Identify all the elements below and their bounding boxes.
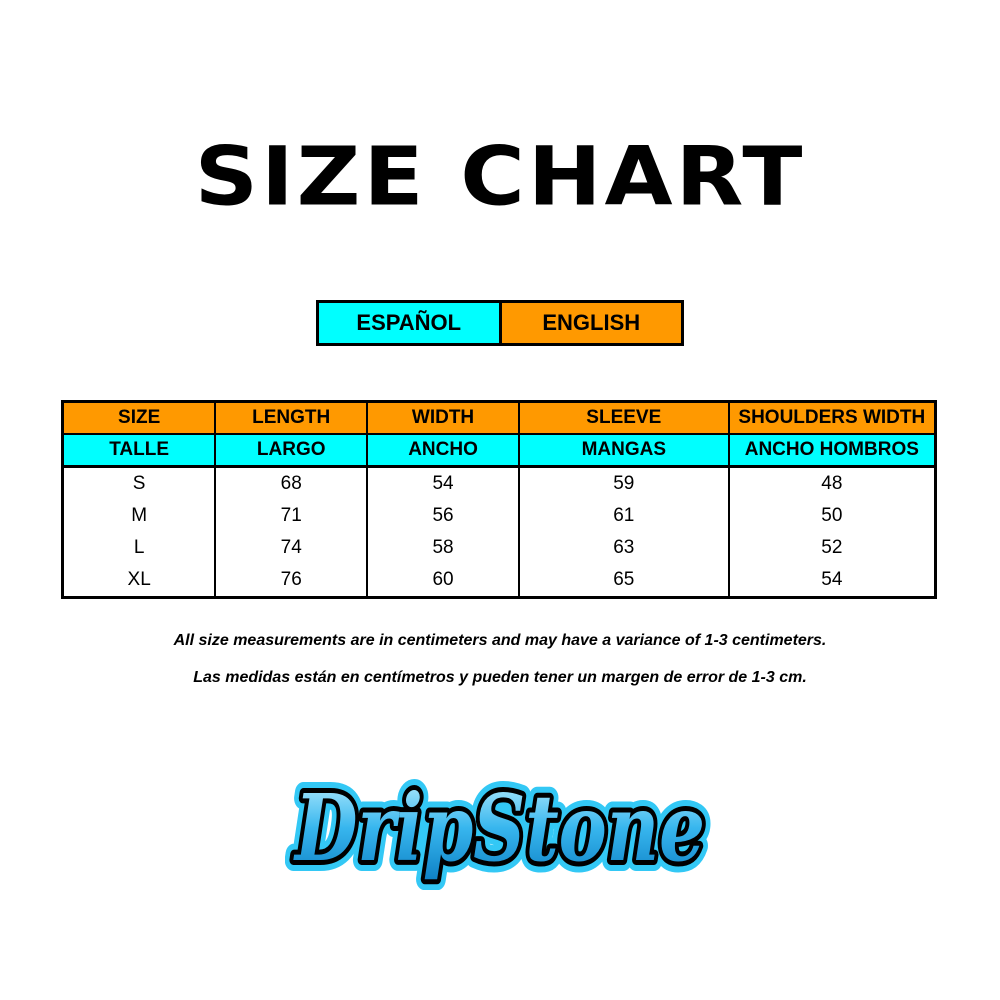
table-row: M 71 56 61 50	[61, 500, 937, 532]
header-cell: MANGAS	[517, 433, 730, 468]
table-cell: 63	[517, 532, 730, 564]
table-cell: 56	[366, 500, 520, 532]
header-row-spanish: TALLE LARGO ANCHO MANGAS ANCHO HOMBROS	[61, 433, 937, 468]
table-cell: 52	[727, 532, 937, 564]
table-cell: 65	[517, 564, 730, 598]
header-cell: ANCHO HOMBROS	[727, 433, 937, 468]
svg-text:DripStone: DripStone	[293, 774, 705, 882]
header-cell: LARGO	[214, 433, 369, 468]
table-cell: 68	[214, 466, 369, 500]
table-cell: 59	[517, 466, 730, 500]
header-cell: WIDTH	[366, 400, 520, 435]
table-cell: 48	[727, 466, 937, 500]
language-english: ENGLISH	[501, 303, 681, 343]
table-cell: 54	[366, 466, 520, 500]
table-cell: 54	[727, 564, 937, 598]
language-selector: ESPAÑOL ENGLISH	[316, 300, 684, 346]
table-row: XL 76 60 65 54	[61, 564, 937, 598]
language-spanish: ESPAÑOL	[319, 303, 502, 343]
table-cell: 61	[517, 500, 730, 532]
table-cell: L	[61, 532, 217, 564]
note-english: All size measurements are in centimeters…	[173, 632, 827, 649]
header-cell: SLEEVE	[517, 400, 730, 435]
table-cell: XL	[61, 564, 217, 598]
table-cell: S	[61, 466, 217, 500]
table-row: L 74 58 63 52	[61, 532, 937, 564]
table-cell: 71	[214, 500, 369, 532]
table-cell: 58	[366, 532, 520, 564]
table-row: S 68 54 59 48	[61, 466, 937, 500]
table-cell: 50	[727, 500, 937, 532]
header-cell: ANCHO	[366, 433, 520, 468]
svg-text:DripStone: DripStone	[293, 774, 705, 882]
table-cell: M	[61, 500, 217, 532]
page-title: SIZE CHART	[194, 129, 806, 224]
table-cell: 74	[214, 532, 369, 564]
header-row-english: SIZE LENGTH WIDTH SLEEVE SHOULDERS WIDTH	[61, 400, 937, 435]
table-cell: 76	[214, 564, 369, 598]
table-cell: 60	[366, 564, 520, 598]
header-cell: TALLE	[61, 433, 217, 468]
header-cell: SHOULDERS WIDTH	[727, 400, 937, 435]
size-table: SIZE LENGTH WIDTH SLEEVE SHOULDERS WIDTH…	[61, 400, 937, 599]
header-cell: SIZE	[61, 400, 217, 435]
note-spanish: Las medidas están en centímetros y puede…	[193, 669, 807, 686]
svg-text:DripStone: DripStone	[293, 774, 705, 882]
header-cell: LENGTH	[214, 400, 369, 435]
dripstone-logo: DripStone DripStone DripStone	[282, 760, 716, 895]
